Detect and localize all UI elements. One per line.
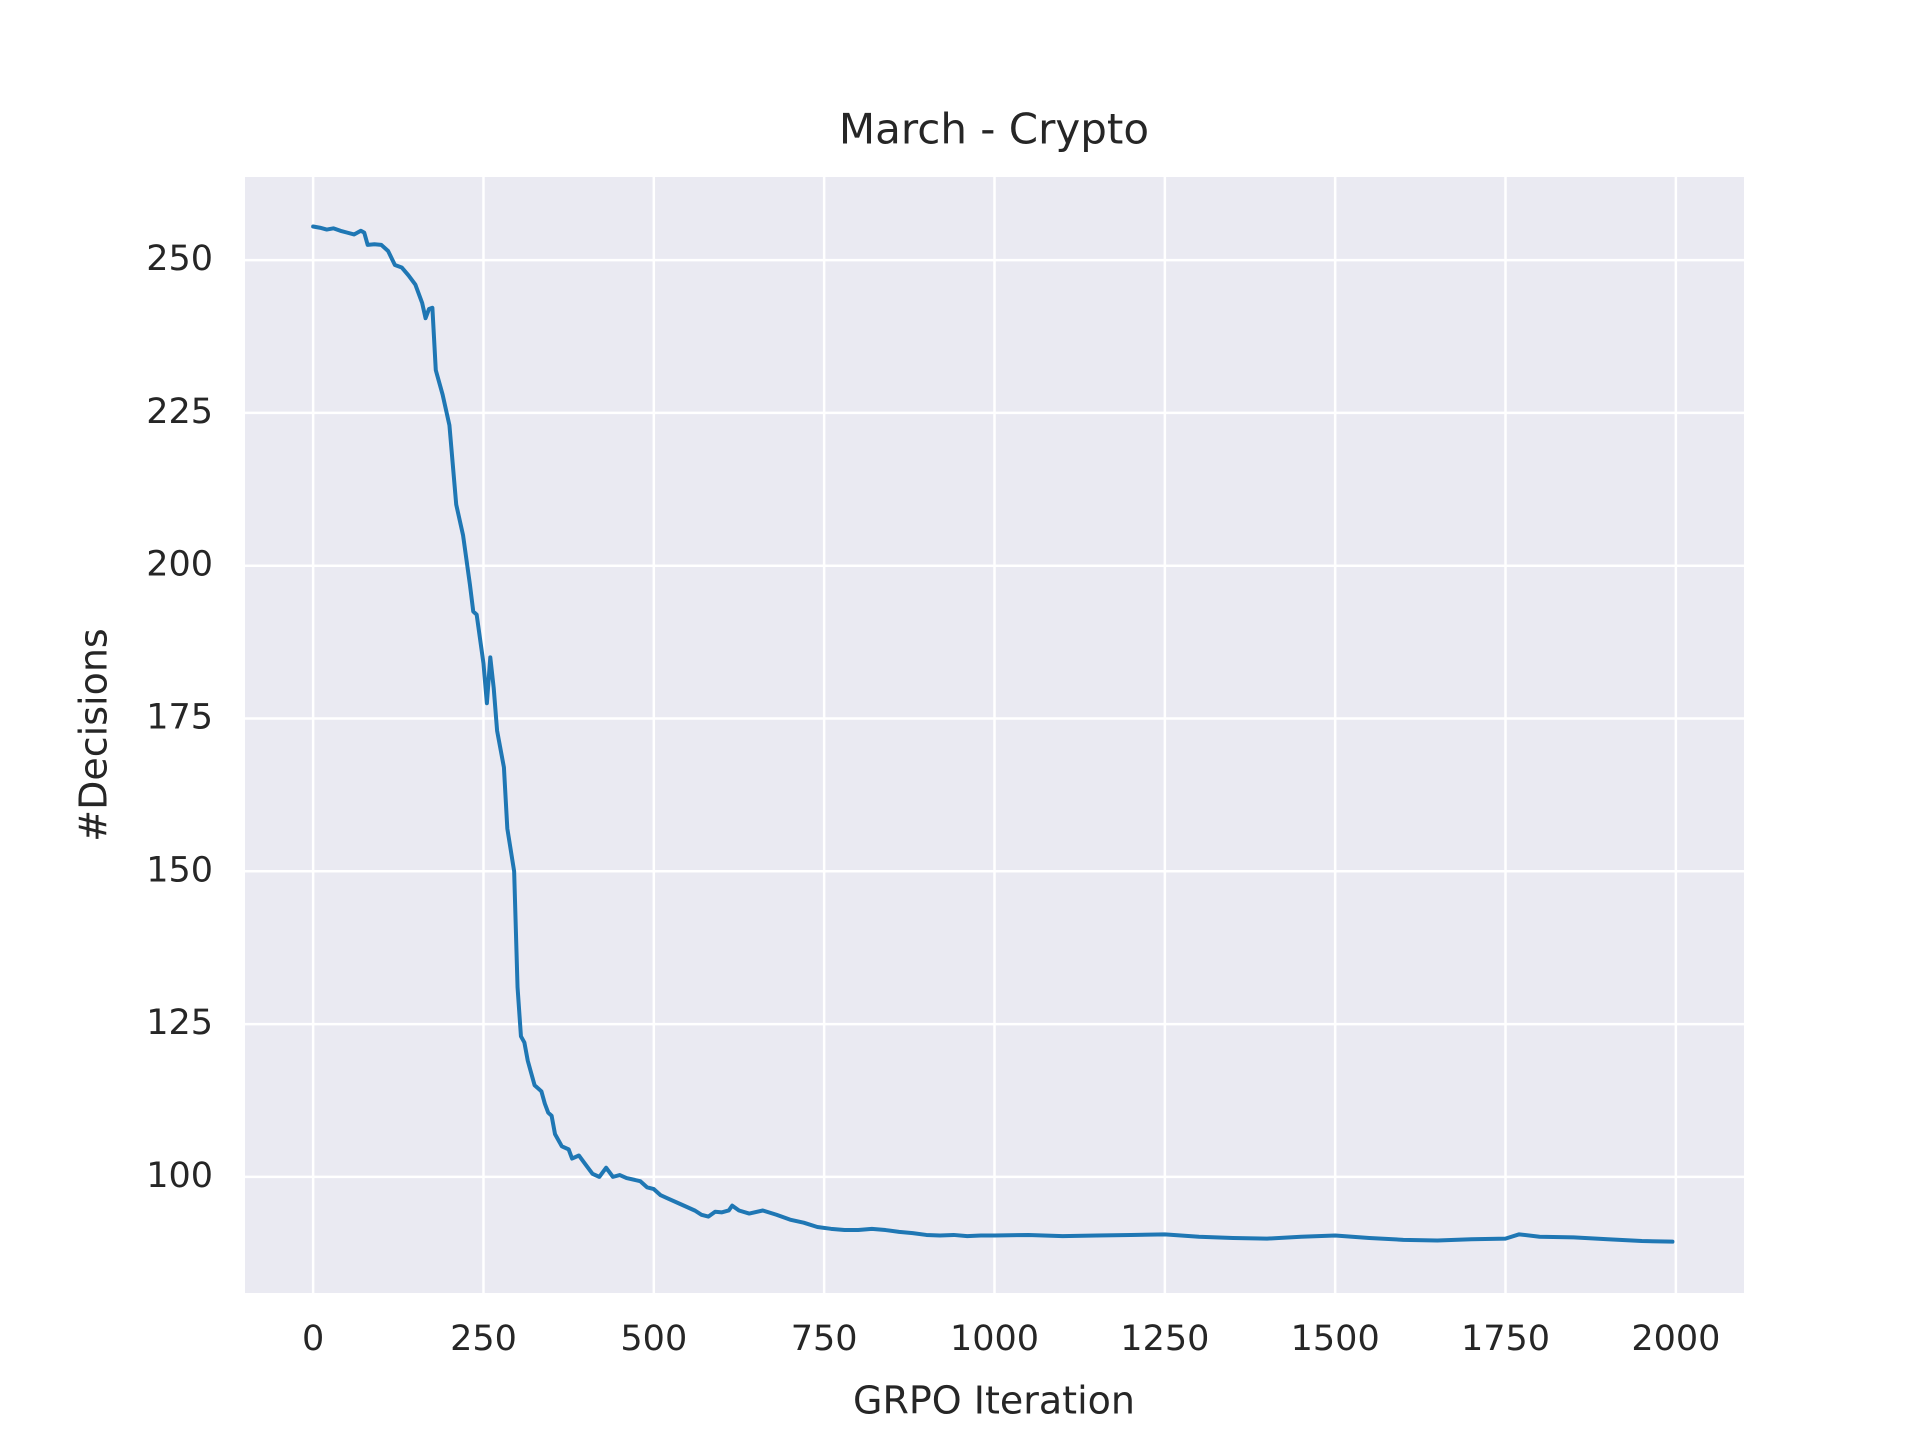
- data-line: [311, 224, 1675, 1244]
- x-tick-label: 1250: [1120, 1319, 1209, 1359]
- y-tick-label: 150: [146, 850, 213, 890]
- y-tick-label: 225: [146, 392, 213, 432]
- y-axis-label: #Decisions: [72, 628, 116, 841]
- x-tick-label: 500: [620, 1319, 687, 1359]
- x-axis-label: GRPO Iteration: [853, 1379, 1135, 1423]
- x-tick-label: 750: [791, 1319, 858, 1359]
- x-tick-label: 1500: [1291, 1319, 1380, 1359]
- chart-title: March - Crypto: [839, 105, 1149, 154]
- x-tick-label: 250: [450, 1319, 517, 1359]
- y-tick-label: 125: [146, 1003, 213, 1043]
- x-tick-label: 1000: [950, 1319, 1039, 1359]
- x-tick-label: 2000: [1631, 1319, 1720, 1359]
- y-tick-label: 175: [146, 697, 213, 737]
- x-tick-label: 1750: [1461, 1319, 1550, 1359]
- y-tick-label: 250: [146, 239, 213, 279]
- y-tick-label: 200: [146, 545, 213, 585]
- y-tick-label: 100: [146, 1156, 213, 1196]
- x-tick-label: 0: [302, 1319, 324, 1359]
